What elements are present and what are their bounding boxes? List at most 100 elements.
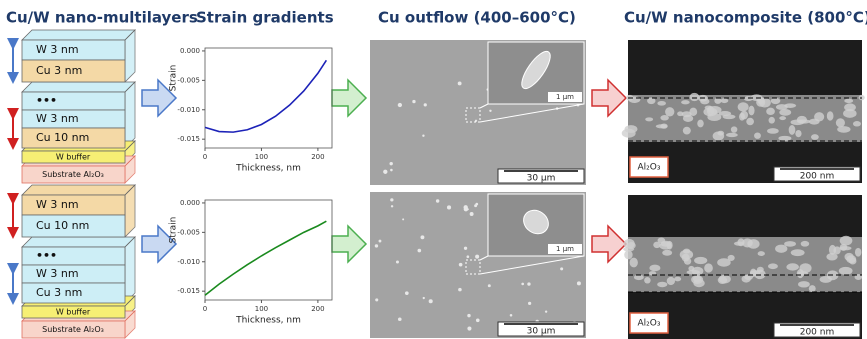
y-tick-label: -0.010 [177,258,200,266]
grain [644,277,651,284]
y-tick-label: -0.005 [177,228,200,236]
layer-label: W 3 nm [36,43,79,56]
grain [747,239,759,249]
grain [748,106,754,116]
particle [467,255,470,258]
particle [458,288,462,292]
grain [844,99,853,103]
particle [488,284,491,287]
particle [420,235,424,239]
box-side [125,237,135,303]
particle [379,240,382,243]
grain [855,248,861,257]
layer-label: ••• [36,94,57,107]
grain [795,130,801,137]
grain [682,254,690,262]
grain [738,238,745,246]
layer-label-small: Substrate Al₂O₃ [42,170,104,179]
x-tick-label: 200 [311,305,324,313]
grain [820,276,832,283]
grain [656,124,668,128]
grain [624,250,633,259]
grain [718,276,727,284]
grain [839,267,853,275]
grain [849,258,856,265]
particle [464,205,468,209]
layer-label: Cu 3 nm [36,64,82,77]
grain [827,111,834,120]
grain [779,116,786,120]
particle [464,247,467,250]
layer-label-small: W buffer [56,153,91,162]
particle [510,314,513,317]
grain [809,119,820,125]
plot-frame [205,48,332,148]
grain [771,98,781,104]
grain [767,128,779,134]
grain [658,238,666,244]
grain [839,246,851,250]
layer-label: Cu 3 nm [36,286,82,299]
grain [746,118,754,126]
grain [778,136,791,141]
particle [390,169,393,172]
grain [665,107,674,116]
particle [398,103,402,107]
y-tick-label: -0.015 [177,287,200,295]
particle [521,283,524,286]
x-tick-label: 200 [311,153,324,161]
grain [738,102,749,111]
y-tick-label: 0.000 [180,47,200,55]
grain [836,118,845,127]
grain [674,277,681,282]
particle [417,249,421,253]
particle [405,291,409,295]
header: Cu outflow (400–600°C) [378,9,576,27]
grain [697,120,704,128]
particle [476,318,480,322]
layer-label: Cu 10 nm [36,131,89,144]
y-tick-label: 0.000 [180,199,200,207]
grain [645,117,653,121]
particle [470,212,474,216]
grain [740,111,748,120]
particle [390,198,393,201]
grain [719,111,731,116]
grain [689,108,697,116]
grain [853,121,861,126]
grain [811,134,819,140]
grain [797,119,810,123]
plot-frame [205,200,332,300]
y-tick-label: -0.005 [177,76,200,84]
layer-label-small: Substrate Al₂O₃ [42,325,104,334]
particle [424,103,427,106]
grain [657,101,666,106]
box-top [22,30,135,40]
grain [681,100,690,104]
particle [396,261,399,264]
grain [662,250,672,256]
y-tick-label: -0.015 [177,135,200,143]
grain [721,98,729,103]
header: Cu/W nanocomposite (800°C) [624,9,867,27]
grain [692,267,704,276]
substrate-label: Al₂O₃ [638,319,661,329]
y-axis-label: Strain [169,217,179,244]
layer-label: Cu 10 nm [36,219,89,232]
particle [489,110,491,112]
x-tick-label: 100 [255,153,268,161]
particle [528,302,531,305]
grain [726,133,738,137]
particle [467,314,470,317]
grain [797,269,804,278]
particle [412,100,415,103]
line-series [205,60,326,132]
scale-label: 200 nm [800,172,835,182]
particle [429,299,433,303]
particle [402,218,404,220]
particle [545,311,547,313]
grain [789,125,796,135]
grain [775,245,787,253]
y-tick-label: -0.010 [177,106,200,114]
layer-label: W 3 nm [36,112,79,125]
